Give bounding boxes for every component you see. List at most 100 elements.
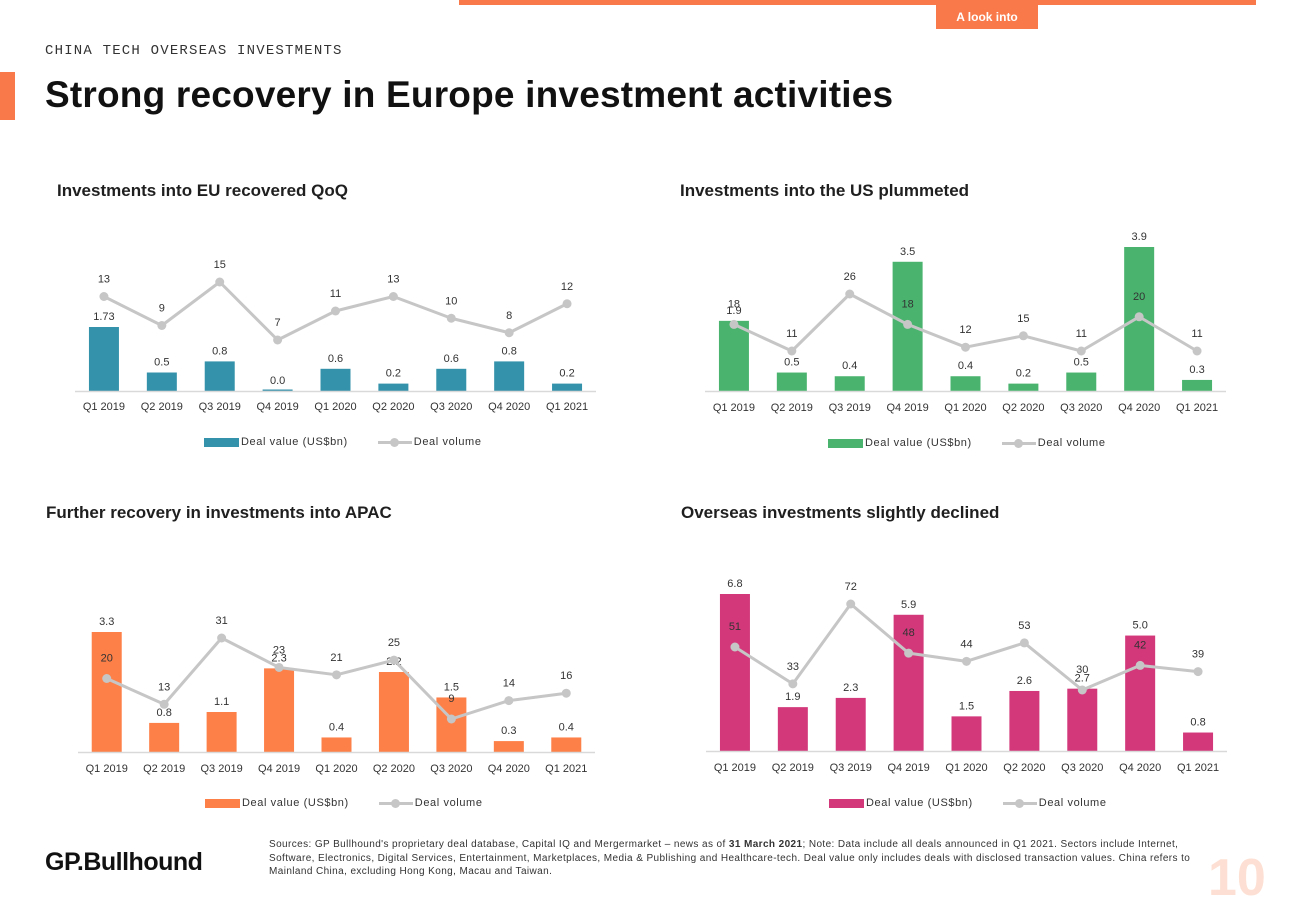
tick-label-eu-0: Q1 2019 bbox=[83, 401, 125, 413]
volume-point-us-1 bbox=[787, 346, 797, 356]
bar-eu-4 bbox=[320, 368, 351, 391]
bar-apac-0 bbox=[91, 632, 122, 752]
volume-label-us-8: 11 bbox=[1191, 328, 1202, 340]
legend-swatch-deal-value bbox=[828, 438, 863, 448]
volume-point-us-0 bbox=[729, 319, 739, 329]
bar-label-us-8: 0.3 bbox=[1189, 364, 1204, 376]
bar-label-overseas-4: 1.5 bbox=[959, 700, 974, 712]
tick-label-overseas-1: Q2 2019 bbox=[772, 762, 814, 774]
tick-label-overseas-8: Q1 2021 bbox=[1177, 762, 1219, 774]
volume-point-us-6 bbox=[1076, 346, 1086, 356]
bar-overseas-7 bbox=[1125, 635, 1156, 751]
sources-note: Sources: GP Bullhound's proprietary deal… bbox=[269, 838, 1199, 879]
volume-label-us-7: 20 bbox=[1133, 291, 1145, 303]
volume-label-us-4: 12 bbox=[959, 324, 971, 336]
tick-label-overseas-2: Q3 2019 bbox=[830, 762, 872, 774]
volume-label-us-0: 18 bbox=[728, 298, 740, 310]
volume-point-eu-3 bbox=[273, 335, 283, 345]
sources-prefix: Sources: GP Bullhound's proprietary deal… bbox=[269, 839, 729, 850]
volume-label-apac-3: 23 bbox=[273, 644, 285, 656]
tick-label-eu-3: Q4 2019 bbox=[257, 401, 299, 413]
bar-label-apac-3: 2.3 bbox=[271, 652, 286, 664]
volume-point-eu-5 bbox=[388, 292, 398, 301]
volume-point-eu-4 bbox=[331, 306, 340, 316]
bar-label-eu-4: 0.6 bbox=[328, 353, 343, 365]
tick-label-overseas-7: Q4 2020 bbox=[1119, 762, 1161, 774]
tick-label-us-1: Q2 2019 bbox=[771, 402, 813, 414]
tick-label-apac-6: Q3 2020 bbox=[430, 763, 472, 775]
legend-label-deal-value: Deal value (US$bn) bbox=[242, 797, 349, 809]
bar-label-apac-0: 3.3 bbox=[99, 616, 114, 628]
section-tab[interactable]: A look into bbox=[936, 5, 1038, 29]
volume-label-apac-2: 31 bbox=[215, 615, 227, 627]
volume-point-apac-0 bbox=[102, 674, 112, 683]
volume-label-eu-2: 15 bbox=[214, 259, 226, 271]
bar-label-apac-1: 0.8 bbox=[157, 707, 172, 719]
bar-apac-8 bbox=[551, 737, 582, 752]
bar-apac-4 bbox=[321, 737, 352, 752]
volume-label-apac-6: 9 bbox=[448, 693, 454, 705]
bar-label-apac-4: 0.4 bbox=[329, 721, 344, 733]
volume-label-eu-0: 13 bbox=[98, 274, 110, 286]
volume-label-apac-5: 25 bbox=[388, 637, 400, 649]
volume-point-us-5 bbox=[1018, 331, 1028, 341]
volume-point-overseas-0 bbox=[730, 642, 740, 652]
bar-label-apac-7: 0.3 bbox=[501, 725, 516, 737]
bar-label-us-5: 0.2 bbox=[1016, 368, 1031, 380]
volume-point-apac-3 bbox=[274, 662, 284, 672]
chart-title-apac: Further recovery in investments into APA… bbox=[46, 503, 392, 522]
tick-label-us-4: Q1 2020 bbox=[944, 402, 986, 414]
bar-us-0 bbox=[718, 320, 749, 391]
gp-bullhound-logo: GP.Bullhound bbox=[45, 848, 203, 876]
volume-label-apac-4: 21 bbox=[330, 652, 342, 664]
volume-label-apac-8: 16 bbox=[560, 670, 572, 682]
bar-label-overseas-1: 1.9 bbox=[785, 691, 800, 703]
bar-eu-3 bbox=[262, 389, 293, 391]
bar-label-us-4: 0.4 bbox=[958, 360, 973, 372]
bar-apac-5 bbox=[378, 672, 409, 752]
legend-label-deal-volume: Deal volume bbox=[1038, 797, 1107, 809]
bar-label-us-6: 0.5 bbox=[1074, 357, 1089, 369]
tick-label-eu-8: Q1 2021 bbox=[546, 401, 588, 413]
legend-eu: Deal value (US$bn) Deal volume bbox=[204, 436, 482, 448]
volume-label-us-5: 15 bbox=[1017, 313, 1029, 325]
legend-apac: Deal value (US$bn) Deal volume bbox=[205, 797, 483, 809]
bar-eu-0 bbox=[88, 327, 119, 391]
legend-swatch-deal-value bbox=[204, 437, 239, 447]
bar-apac-3 bbox=[264, 668, 295, 752]
volume-point-apac-4 bbox=[332, 670, 341, 680]
volume-point-us-8 bbox=[1192, 346, 1202, 356]
legend-swatch-deal-value bbox=[829, 798, 864, 808]
volume-label-apac-1: 13 bbox=[158, 681, 170, 693]
volume-point-eu-2 bbox=[215, 277, 225, 287]
chart-title-us: Investments into the US plummeted bbox=[680, 181, 970, 200]
volume-label-eu-6: 10 bbox=[445, 295, 457, 307]
bar-overseas-6 bbox=[1067, 688, 1098, 751]
tick-label-eu-6: Q3 2020 bbox=[430, 401, 472, 413]
volume-point-eu-8 bbox=[562, 299, 572, 309]
volume-point-eu-7 bbox=[504, 328, 514, 338]
volume-label-us-6: 11 bbox=[1076, 328, 1087, 340]
volume-label-overseas-2: 72 bbox=[845, 581, 857, 593]
tick-label-apac-8: Q1 2021 bbox=[545, 763, 587, 775]
volume-label-eu-5: 13 bbox=[387, 274, 399, 286]
volume-label-overseas-5: 53 bbox=[1018, 620, 1030, 632]
legend-label-deal-volume: Deal volume bbox=[1037, 437, 1106, 449]
volume-point-eu-6 bbox=[446, 313, 456, 323]
bar-label-us-2: 0.4 bbox=[842, 360, 857, 372]
page-title: Strong recovery in Europe investment act… bbox=[45, 74, 894, 115]
bar-overseas-4 bbox=[951, 716, 982, 751]
bar-us-4 bbox=[950, 376, 981, 391]
legend-swatch-deal-volume bbox=[1001, 438, 1036, 448]
tick-label-eu-4: Q1 2020 bbox=[314, 401, 356, 413]
bar-apac-1 bbox=[149, 722, 180, 752]
bar-label-apac-8: 0.4 bbox=[559, 721, 574, 733]
volume-point-apac-2 bbox=[217, 633, 227, 643]
legend-swatch-deal-volume bbox=[378, 798, 413, 808]
legend-label-deal-volume: Deal volume bbox=[414, 797, 483, 809]
tick-label-apac-1: Q2 2019 bbox=[143, 763, 185, 775]
